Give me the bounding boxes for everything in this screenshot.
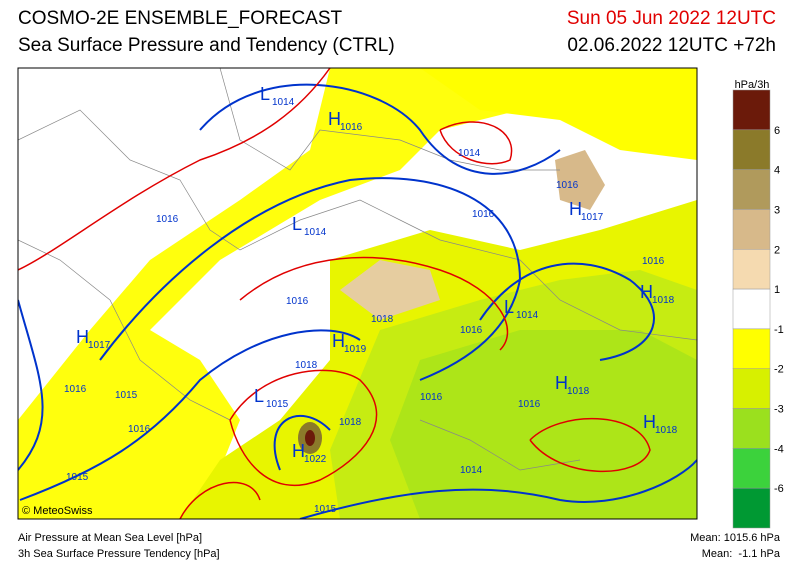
isobar-label: 1014 <box>458 148 481 159</box>
pressure-center-letter: H <box>555 373 568 393</box>
legend-label: -3 <box>774 404 784 416</box>
legend-swatch <box>732 328 771 369</box>
isobar-label: 1018 <box>339 417 362 428</box>
mean-pressure: Mean: 1015.6 hPa <box>690 532 780 544</box>
isobar-label: 1016 <box>286 296 309 307</box>
map-frame <box>17 67 698 520</box>
pressure-center-value: 1018 <box>652 295 675 306</box>
isobar-label: 1014 <box>460 465 483 476</box>
isobar-label: 1016 <box>518 399 541 410</box>
legend-swatch <box>732 368 771 409</box>
subtitle: Sea Surface Pressure and Tendency (CTRL) <box>18 35 395 56</box>
legend-label: 3 <box>774 204 780 216</box>
isobar-label: 1016 <box>156 214 179 225</box>
pressure-center-value: 1015 <box>266 399 289 410</box>
mean-tendency: Mean: -1.1 hPa <box>701 548 780 560</box>
legend-swatch <box>732 288 771 330</box>
isobar-label: 1016 <box>64 384 87 395</box>
footer-line: 3h Sea Surface Pressure Tendency [hPa] <box>18 548 220 560</box>
legend-unit: hPa/3h <box>735 79 770 91</box>
isobar-label: 1016 <box>472 209 495 220</box>
isobar-label: 1016 <box>128 424 151 435</box>
legend-swatch <box>732 249 771 290</box>
pressure-center-value: 1016 <box>340 122 363 133</box>
pressure-center-letter: H <box>328 109 341 129</box>
pressure-center-value: 1018 <box>655 425 678 436</box>
legend-label: -6 <box>774 483 784 495</box>
pressure-center-value: 1017 <box>581 212 604 223</box>
isobar-label: 1015 <box>66 472 89 483</box>
pressure-center-letter: L <box>292 214 302 234</box>
legend-swatch <box>732 487 771 529</box>
pressure-center-value: 1014 <box>272 97 295 108</box>
pressure-center-value: 1014 <box>304 227 327 238</box>
legend-label: -1 <box>774 324 784 336</box>
legend-swatch <box>732 89 771 131</box>
isobar-label: 1016 <box>556 180 579 191</box>
legend-label: -2 <box>774 364 784 376</box>
pressure-center-value: 1019 <box>344 344 367 355</box>
isobar-label: 1016 <box>420 392 443 403</box>
legend-swatch <box>732 169 771 210</box>
run-time: 02.06.2022 12UTC +72h <box>567 35 776 56</box>
legend-label: 6 <box>774 125 780 137</box>
legend-label: 4 <box>774 165 780 177</box>
pressure-center-letter: L <box>260 84 270 104</box>
isobar-label: 1015 <box>115 390 138 401</box>
pressure-center-letter: H <box>292 441 305 461</box>
legend-label: 1 <box>774 284 780 296</box>
pressure-center-letter: H <box>332 331 345 351</box>
legend-label: -4 <box>774 443 784 455</box>
isobar-label: 1018 <box>295 360 318 371</box>
legend-label: 2 <box>774 244 780 256</box>
legend-swatch <box>732 448 771 489</box>
pressure-center-value: 1014 <box>516 310 539 321</box>
legend-swatch <box>732 209 771 250</box>
legend-swatch <box>732 129 771 170</box>
copyright: © MeteoSwiss <box>22 505 93 517</box>
pressure-center-value: 1022 <box>304 454 327 465</box>
footer-line: Air Pressure at Mean Sea Level [hPa] <box>18 532 203 544</box>
pressure-center-letter: L <box>254 386 264 406</box>
pressure-center-letter: H <box>640 282 653 302</box>
title: COSMO-2E ENSEMBLE_FORECAST <box>18 8 343 29</box>
isobar-label: 1018 <box>371 314 394 325</box>
pressure-center-letter: H <box>76 327 89 347</box>
isobar-label: 1016 <box>460 325 483 336</box>
map-field <box>18 68 697 519</box>
pressure-center-letter: H <box>643 412 656 432</box>
valid-time: Sun 05 Jun 2022 12UTC <box>566 8 776 29</box>
pressure-center-letter: L <box>504 297 514 317</box>
isobar-label: 1015 <box>314 504 337 515</box>
pressure-center-value: 1018 <box>567 386 590 397</box>
isobar-label: 1016 <box>642 256 665 267</box>
pressure-center-value: 1017 <box>88 340 111 351</box>
pressure-center-letter: H <box>569 199 582 219</box>
legend-swatch <box>732 408 771 449</box>
